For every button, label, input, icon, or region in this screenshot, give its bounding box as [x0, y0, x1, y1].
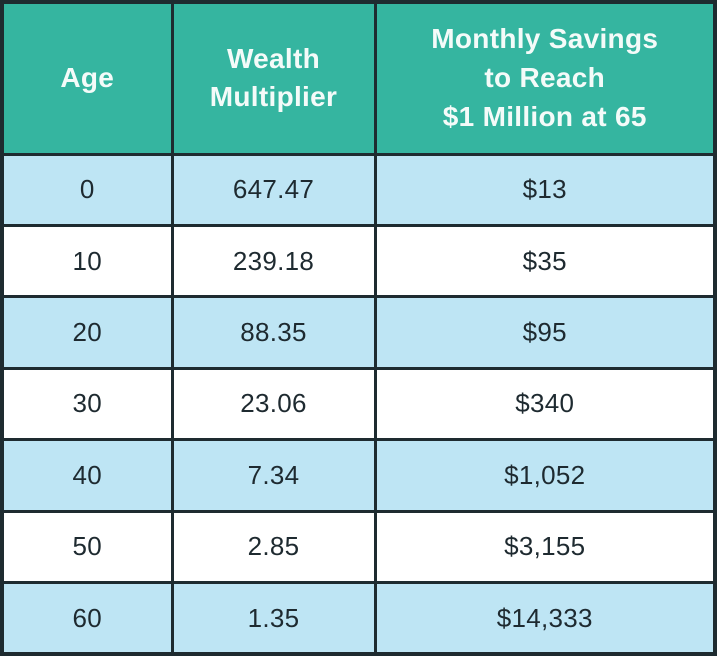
table-cell: 647.47 — [170, 152, 377, 227]
table-row: 60 1.35 $14,333 — [0, 581, 717, 656]
table-cell: $3,155 — [373, 509, 717, 585]
column-header-age: Age — [0, 0, 174, 156]
table-row: 10 239.18 $35 — [0, 223, 717, 299]
table-cell: 30 — [0, 366, 174, 442]
table-cell: $340 — [373, 366, 717, 442]
table-cell: $13 — [373, 152, 717, 227]
table-cell: $95 — [373, 295, 717, 370]
table-row: 20 88.35 $95 — [0, 295, 717, 370]
table-cell: 88.35 — [170, 295, 377, 370]
column-header-monthly-savings: Monthly Savings to Reach $1 Million at 6… — [373, 0, 717, 156]
table-row: 50 2.85 $3,155 — [0, 509, 717, 585]
table-cell: 1.35 — [170, 581, 377, 656]
column-header-wealth-multiplier: Wealth Multiplier — [170, 0, 377, 156]
table-cell: $1,052 — [373, 438, 717, 513]
table-cell: 0 — [0, 152, 174, 227]
table-cell: $35 — [373, 223, 717, 299]
table-header-row: Age Wealth Multiplier Monthly Savings to… — [0, 0, 717, 156]
table-cell: 7.34 — [170, 438, 377, 513]
table-cell: 20 — [0, 295, 174, 370]
table-row: 40 7.34 $1,052 — [0, 438, 717, 513]
table-cell: 239.18 — [170, 223, 377, 299]
table-cell: 2.85 — [170, 509, 377, 585]
table-cell: 23.06 — [170, 366, 377, 442]
table-cell: $14,333 — [373, 581, 717, 656]
table-cell: 40 — [0, 438, 174, 513]
table-row: 30 23.06 $340 — [0, 366, 717, 442]
table-row: 0 647.47 $13 — [0, 152, 717, 227]
table-cell: 50 — [0, 509, 174, 585]
table-cell: 60 — [0, 581, 174, 656]
table-cell: 10 — [0, 223, 174, 299]
